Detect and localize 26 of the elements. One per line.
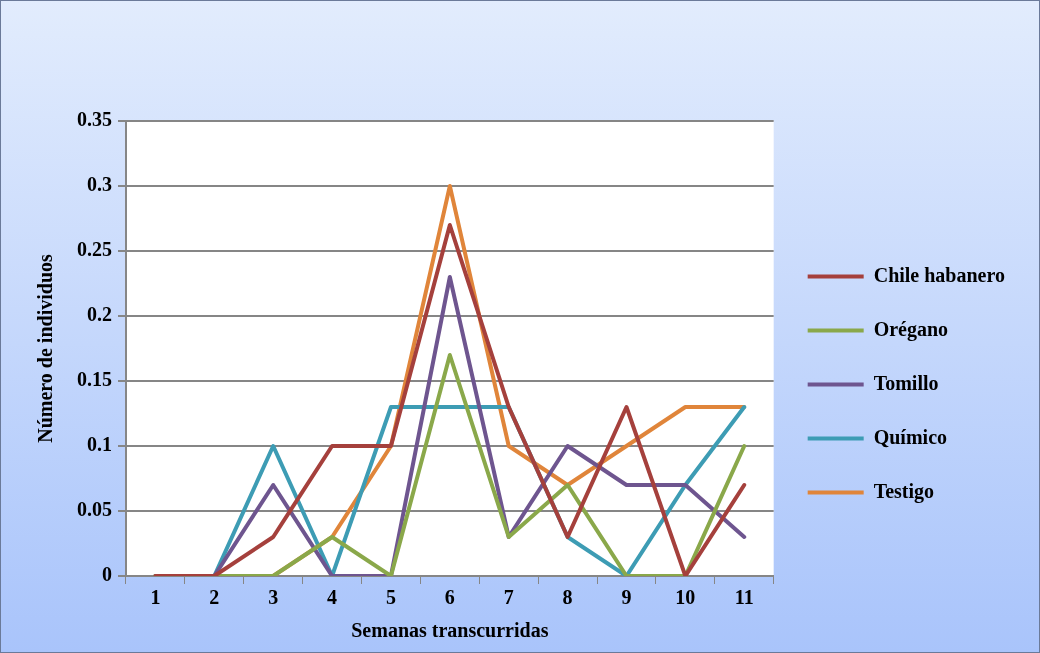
y-tick-label: 0.15 bbox=[77, 368, 112, 391]
y-tick-label: 0.25 bbox=[77, 238, 112, 261]
x-tick-label: 1 bbox=[150, 586, 161, 609]
y-axis-title: Número de individuos bbox=[34, 254, 57, 443]
legend-label: Químico bbox=[873, 425, 948, 448]
x-tick-label: 6 bbox=[444, 586, 455, 609]
x-tick-label: 10 bbox=[675, 586, 696, 609]
y-tick-label: 0.1 bbox=[87, 433, 112, 456]
x-axis-title: Semanas transcurridas bbox=[351, 619, 549, 642]
y-tick-label: 0 bbox=[102, 563, 112, 586]
x-tick-label: 9 bbox=[621, 586, 632, 609]
x-tick-label: 11 bbox=[734, 586, 754, 609]
x-tick-label: 8 bbox=[562, 586, 573, 609]
x-tick-label: 3 bbox=[268, 586, 279, 609]
legend-label: Chile habanero bbox=[873, 263, 1006, 286]
x-tick-label: 7 bbox=[503, 586, 514, 609]
y-tick-label: 0.05 bbox=[77, 498, 112, 521]
x-tick-label: 4 bbox=[327, 586, 338, 609]
y-tick-label: 0.2 bbox=[87, 303, 112, 326]
legend-label: Orégano bbox=[873, 317, 949, 341]
legend-label: Testigo bbox=[873, 479, 935, 503]
y-tick-label: 0.35 bbox=[77, 108, 112, 131]
x-tick-label: 2 bbox=[209, 586, 220, 609]
legend-label: Tomillo bbox=[873, 371, 939, 394]
x-tick-label: 5 bbox=[385, 586, 396, 609]
y-tick-label: 0.3 bbox=[87, 173, 112, 196]
